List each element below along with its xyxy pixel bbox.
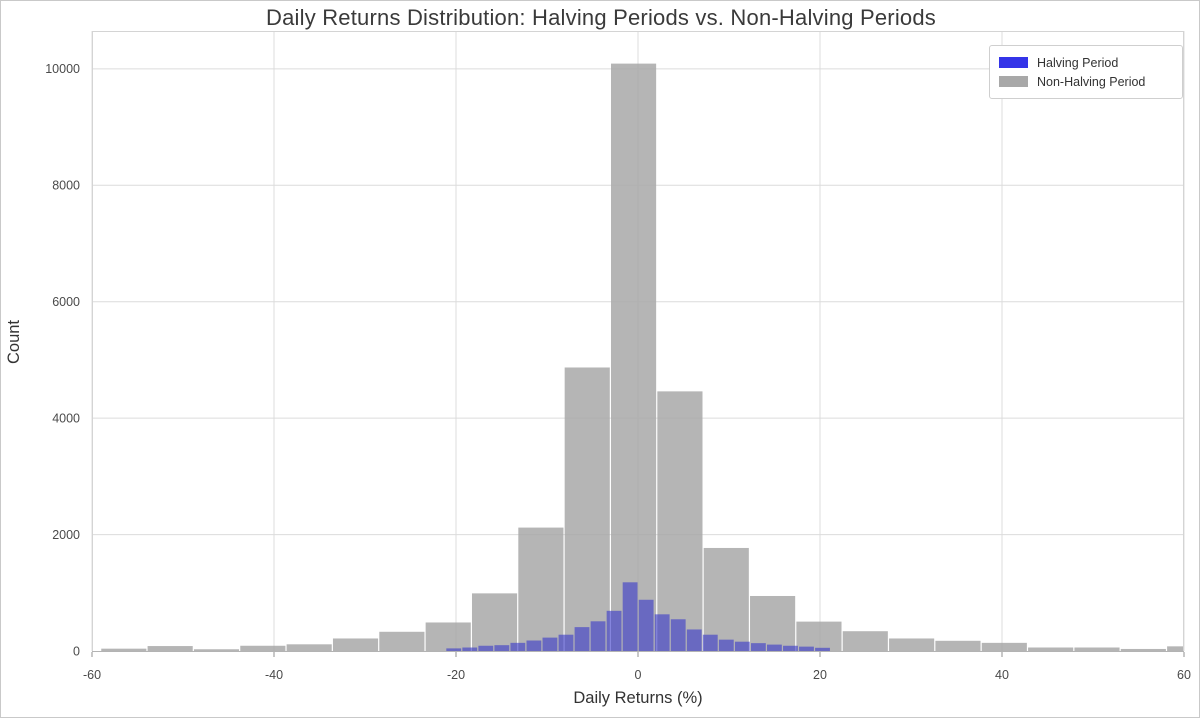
bar-halving-period [702, 634, 718, 651]
bar-halving-period [574, 627, 590, 651]
bar-non-halving-period [611, 63, 657, 651]
bar-non-halving-period [193, 649, 240, 651]
bar-non-halving-period [240, 645, 286, 651]
x-tick-label: 40 [995, 668, 1009, 682]
bar-non-halving-period [564, 367, 610, 651]
bar-halving-period [718, 639, 734, 651]
bar-non-halving-period [703, 547, 749, 651]
bar-non-halving-period [1028, 647, 1074, 651]
bar-non-halving-period [101, 648, 147, 651]
bar-non-halving-period [379, 631, 425, 651]
bar-non-halving-period [889, 638, 935, 651]
bar-non-halving-period [518, 527, 564, 651]
x-axis-label: Daily Returns (%) [573, 689, 703, 707]
y-tick-label: 2000 [52, 528, 80, 542]
bar-non-halving-period [842, 631, 888, 651]
legend-label-non-halving-period: Non-Halving Period [1037, 74, 1146, 89]
bar-halving-period [767, 644, 782, 651]
legend-item-non-halving-period: Non-Halving Period [999, 72, 1172, 91]
x-tick-label: 0 [635, 668, 642, 682]
x-tick-label: 20 [813, 668, 827, 682]
bar-non-halving-period [286, 644, 332, 651]
legend: Halving Period Non-Halving Period [989, 45, 1183, 99]
legend-label-halving-period: Halving Period [1037, 55, 1119, 70]
bar-non-halving-period [981, 642, 1027, 651]
chart-title: Daily Returns Distribution: Halving Peri… [266, 5, 936, 30]
legend-swatch-non-halving-period [999, 76, 1028, 87]
bar-halving-period [606, 610, 622, 651]
bar-halving-period [542, 637, 558, 651]
bar-non-halving-period [471, 593, 518, 651]
bar-non-halving-period [1074, 647, 1120, 651]
x-tick-label: -60 [83, 668, 101, 682]
bar-non-halving-period [657, 391, 703, 651]
bar-halving-period [750, 643, 766, 651]
y-axis-label: Count [5, 319, 23, 365]
x-tick-label: 60 [1177, 668, 1191, 682]
bar-halving-period [622, 582, 638, 651]
y-tick-label: 8000 [52, 179, 80, 193]
bar-halving-period [558, 634, 574, 651]
bar-non-halving-period [1120, 648, 1166, 651]
y-tick-label: 0 [73, 644, 80, 658]
bar-halving-period [526, 640, 542, 651]
bar-non-halving-period [425, 622, 471, 651]
x-tick-label: -20 [447, 668, 465, 682]
bar-non-halving-period [1167, 646, 1184, 651]
bar-non-halving-period [332, 638, 379, 651]
bar-non-halving-period [750, 595, 796, 651]
y-tick-label: 4000 [52, 411, 80, 425]
y-tick-label: 6000 [52, 295, 80, 309]
bar-halving-period [654, 614, 670, 651]
bar-non-halving-period [935, 640, 981, 651]
legend-item-halving-period: Halving Period [999, 53, 1172, 72]
bar-halving-period [510, 642, 526, 651]
bar-halving-period [590, 621, 606, 651]
bar-halving-period [494, 645, 510, 651]
bar-halving-period [799, 646, 814, 651]
bar-halving-period [686, 629, 702, 651]
bar-non-halving-period [147, 646, 193, 651]
bar-halving-period [638, 599, 654, 651]
bar-halving-period [783, 645, 798, 651]
legend-swatch-halving-period [999, 57, 1028, 68]
bar-non-halving-period [796, 621, 842, 651]
bar-halving-period [734, 641, 750, 651]
bar-halving-period [462, 647, 478, 651]
bar-halving-period [670, 619, 686, 651]
bar-halving-period [815, 647, 830, 651]
bar-halving-period [446, 648, 462, 651]
bar-halving-period [478, 645, 494, 651]
y-tick-label: 10000 [45, 62, 80, 76]
x-tick-label: -40 [265, 668, 283, 682]
